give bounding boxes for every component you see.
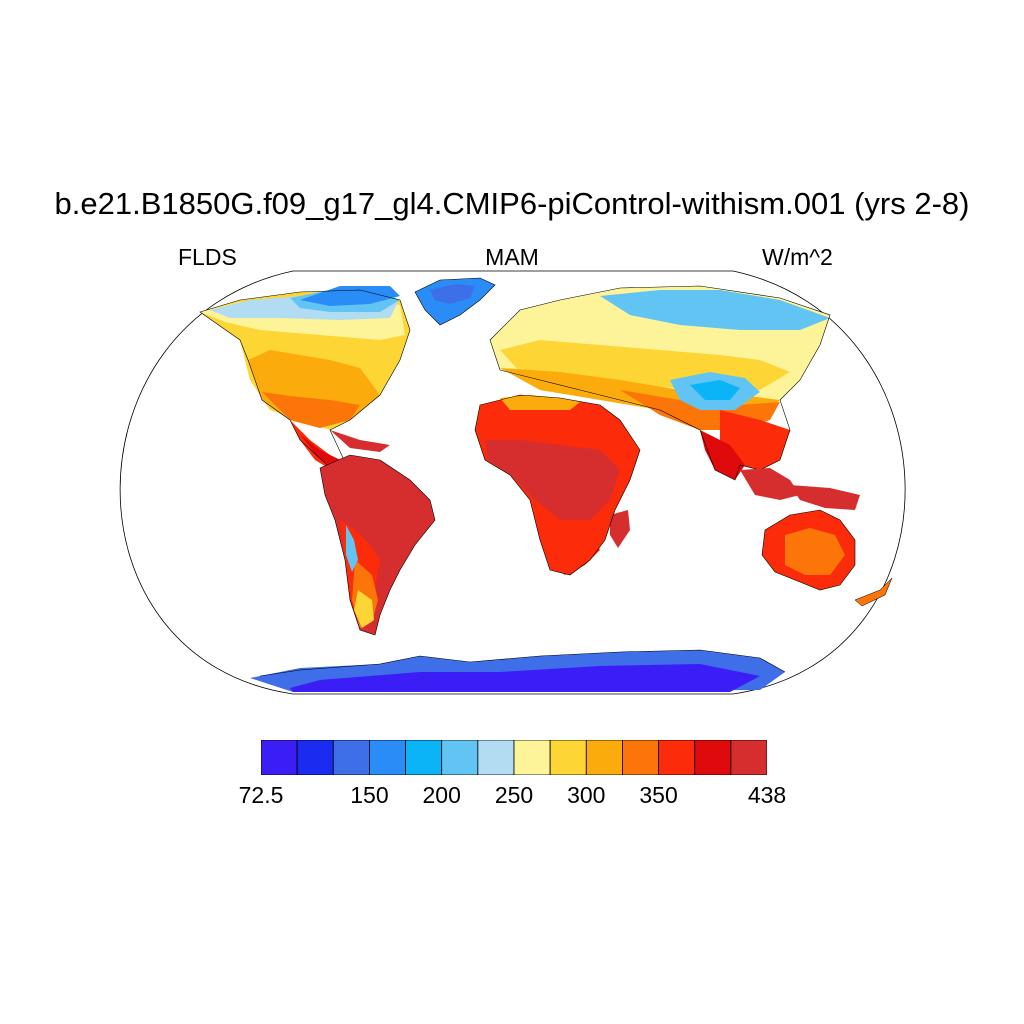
- colorbar-tick-label: 300: [567, 782, 606, 808]
- colorbar-tick-label: 350: [639, 782, 678, 808]
- colorbar-tick-label: 250: [494, 782, 534, 808]
- season-label: MAM: [485, 244, 539, 270]
- units-label: W/m^2: [762, 244, 833, 270]
- colorbar-tick-label: 150: [350, 782, 389, 808]
- plot-title: b.e21.B1850G.f09_g17_gl4.CMIP6-piControl…: [54, 186, 970, 221]
- colorbar-swatch: [622, 740, 659, 775]
- colorbar-tick-label: 438: [747, 782, 787, 808]
- africa: [474, 394, 641, 576]
- south-america: [319, 454, 436, 636]
- colorbar-swatch: [405, 740, 443, 775]
- colorbar-swatch: [369, 740, 406, 775]
- colorbar-swatch: [441, 740, 479, 775]
- colorbar-swatch: [658, 740, 696, 775]
- colorbar-tick-label: 200: [422, 782, 461, 808]
- colorbar: [261, 740, 767, 775]
- colorbar-swatch: [332, 740, 370, 775]
- north-america: [199, 286, 411, 473]
- colorbar-swatch: [730, 740, 767, 775]
- colorbar-swatch: [296, 740, 334, 775]
- antarctica: [250, 649, 786, 692]
- colorbar-tick-label: 72.5: [238, 782, 284, 808]
- variable-label: FLDS: [178, 244, 237, 270]
- colorbar-swatch: [585, 740, 623, 775]
- maritime-asia: [740, 468, 860, 510]
- greenland: [414, 277, 496, 326]
- colorbar-swatch: [694, 740, 732, 775]
- eurasia: [489, 285, 831, 481]
- colorbar-swatch: [549, 740, 587, 775]
- colorbar-swatch: [477, 740, 515, 775]
- colorbar-swatch: [261, 740, 298, 775]
- colorbar-swatch: [513, 740, 551, 775]
- australia: [761, 509, 893, 607]
